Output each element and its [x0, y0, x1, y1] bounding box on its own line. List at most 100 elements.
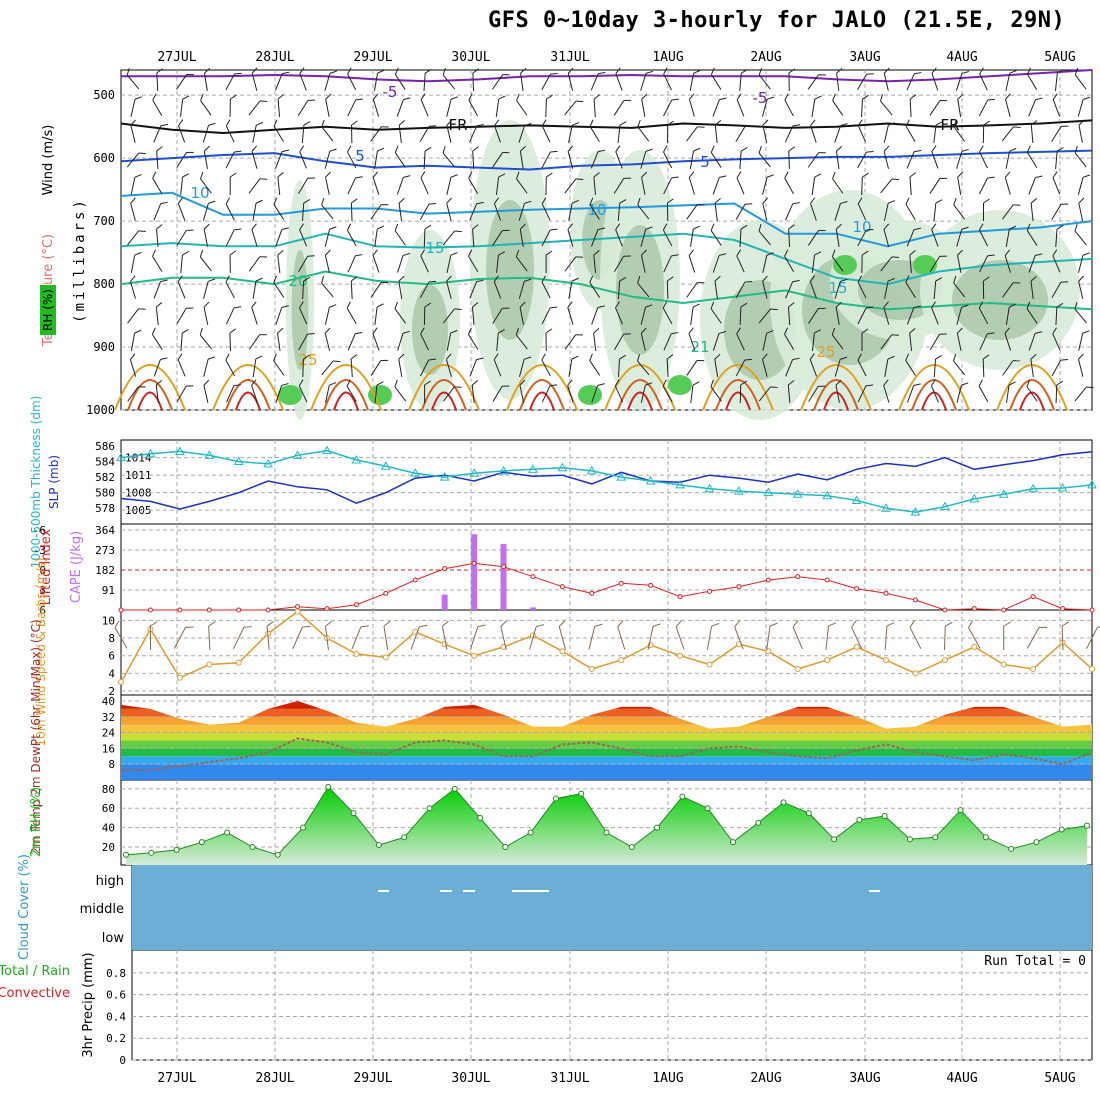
barb-feather: [862, 94, 869, 100]
surface-wind-barb: [706, 622, 720, 650]
barb-staff: [173, 627, 186, 649]
barb-staff: [690, 385, 694, 403]
barb-feather: [784, 327, 788, 335]
wind-barb: [467, 327, 479, 350]
barb-feather: [671, 332, 679, 335]
barb-feather: [598, 71, 606, 75]
barb-staff: [735, 203, 746, 221]
wind-barb: [516, 93, 528, 116]
wind-barb: [1030, 198, 1038, 222]
barb-feather: [229, 250, 237, 256]
precip-tick: 0.8: [106, 967, 126, 980]
barb-feather: [718, 331, 727, 334]
barb-feather: [637, 275, 641, 284]
thickness-tick: 580: [95, 487, 115, 500]
wind-barb: [857, 228, 874, 247]
thickness-line-point: [439, 472, 450, 481]
barb-feather: [420, 249, 425, 257]
barb-feather: [251, 223, 257, 230]
barb-feather: [381, 126, 389, 128]
wind-barb: [518, 356, 532, 377]
barb-staff: [180, 176, 184, 196]
wind-barb: [370, 126, 389, 142]
barb-staff: [203, 359, 209, 377]
wind-barb: [420, 93, 429, 117]
wind-barb: [495, 173, 506, 195]
wind-barb: [1028, 253, 1043, 273]
barb-staff: [347, 99, 357, 117]
wind-barb: [1055, 380, 1064, 404]
lifted-point: [883, 590, 889, 596]
barb-staff: [663, 151, 673, 169]
wind-barb: [423, 146, 432, 170]
barb-staff: [735, 359, 746, 377]
thickness-line-point: [616, 472, 627, 481]
wind-barb: [689, 147, 701, 169]
date-label-top: 2AUG: [750, 50, 781, 65]
barb-staff: [372, 255, 380, 273]
barb-staff: [1052, 333, 1061, 351]
wind-barb: [203, 379, 210, 403]
barb-feather: [541, 353, 546, 361]
barb-staff: [834, 359, 841, 377]
barb-feather: [541, 197, 547, 205]
barb-feather: [710, 67, 715, 75]
barb-staff: [350, 358, 353, 378]
lifted-tick: 6: [39, 604, 46, 617]
barb-staff: [615, 73, 623, 91]
cloud-axis-label: Cloud Cover (%): [17, 854, 32, 960]
barb-staff: [1030, 202, 1034, 222]
rh2m-point: [375, 842, 382, 849]
rh2m-tick: 60: [102, 802, 115, 815]
thickness-line-point: [322, 445, 332, 455]
wind-barb: [1051, 125, 1069, 142]
barb-staff: [785, 359, 793, 377]
barb-staff: [472, 150, 475, 170]
wind-barb: [1055, 147, 1064, 170]
barb-feather: [130, 275, 136, 282]
barb-staff: [273, 282, 285, 298]
surface-wind-barb: [1061, 621, 1070, 651]
cape-bar: [529, 607, 536, 610]
barb-staff: [1055, 228, 1058, 248]
barb-feather: [983, 120, 990, 126]
barb-staff: [666, 280, 669, 300]
barb-feather: [641, 171, 648, 178]
barb-staff: [666, 358, 669, 378]
barb-staff: [1030, 359, 1034, 377]
barb-staff: [420, 177, 429, 195]
barb-feather: [500, 620, 508, 627]
wind-barb: [736, 171, 745, 195]
wind-barb: [880, 94, 893, 116]
wind-barb: [153, 279, 168, 299]
wind-barb: [494, 119, 501, 143]
barb-staff: [153, 281, 161, 299]
barb-staff: [445, 359, 452, 377]
isotherm-30: [617, 379, 663, 411]
barb-feather: [520, 145, 527, 152]
barb-staff: [784, 177, 794, 195]
lifted-point: [265, 607, 271, 613]
contour-label: -5: [753, 89, 768, 107]
wind-tick: 10: [102, 614, 115, 627]
wind-barb: [372, 249, 380, 273]
wind-barb: [398, 275, 405, 299]
contour-label: 5: [355, 147, 365, 165]
barb-feather: [208, 122, 216, 126]
cloud-cover-fill: [132, 865, 1092, 950]
barb-feather: [355, 98, 363, 101]
barb-staff: [373, 73, 379, 91]
barb-staff: [472, 228, 475, 248]
barb-feather: [734, 620, 741, 628]
barb-feather: [831, 249, 836, 257]
wind-barb: [857, 353, 867, 377]
isotherm-30: [813, 379, 859, 411]
wind-barb: [519, 223, 526, 247]
wind-barb: [714, 120, 722, 144]
lifted-point: [677, 594, 683, 600]
lifted-point: [706, 588, 712, 594]
barb-staff: [686, 282, 698, 298]
barb-staff: [883, 151, 889, 169]
barb-staff: [834, 281, 841, 299]
wind-barb: [273, 197, 285, 220]
